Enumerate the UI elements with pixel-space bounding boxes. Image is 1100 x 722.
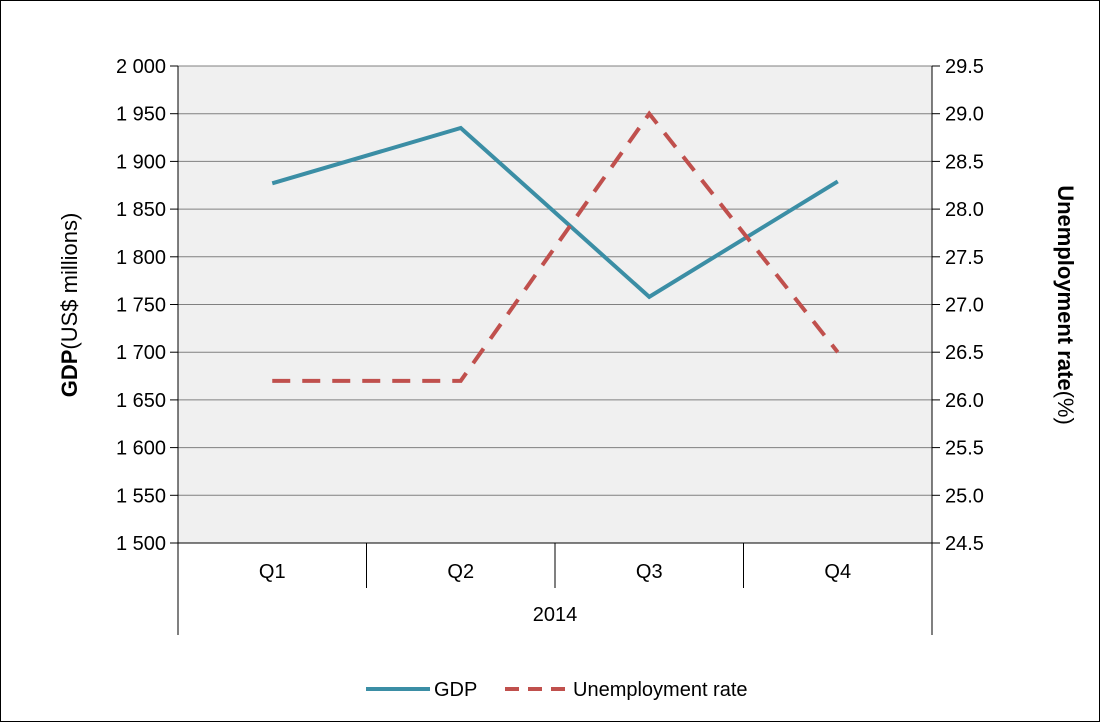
left-tick-label: 1 750	[116, 295, 166, 317]
right-tick-label: 29.0	[945, 104, 984, 126]
axes	[177, 66, 933, 635]
series-lines	[271, 110, 840, 383]
left-tick-label: 1 850	[116, 199, 166, 221]
left-tick-label: 2 000	[116, 56, 166, 78]
group-label: 2014	[533, 604, 578, 626]
right-tick-label: 27.0	[945, 295, 984, 317]
unemployment-rate-line	[272, 110, 840, 383]
category-label: Q1	[259, 561, 286, 583]
right-tick-label: 26.5	[945, 342, 984, 364]
left-tick-label: 1 650	[116, 390, 166, 412]
right-tick-label: 25.0	[945, 485, 984, 507]
right-tick-label: 29.5	[945, 56, 984, 78]
left-tick-label: 1 800	[116, 247, 166, 269]
gdp-line	[271, 125, 839, 300]
left-axis-ticks: 1 500 1 550 1 600 1 650 1 700 1 750 1 800 1 850…	[116, 56, 178, 555]
right-tick-label: 24.5	[945, 533, 984, 555]
category-labels: Q1 Q2 Q3 Q4	[259, 561, 851, 583]
right-tick-label: 28.5	[945, 151, 984, 173]
right-tick-label: 25.5	[945, 438, 984, 460]
left-tick-label: 1 950	[116, 104, 166, 126]
left-tick-label: 1 600	[116, 438, 166, 460]
right-tick-label: 26.0	[945, 390, 984, 412]
category-label: Q2	[447, 561, 474, 583]
right-tick-label: 27.5	[945, 247, 984, 269]
category-label: Q3	[636, 561, 663, 583]
category-label: Q4	[824, 561, 851, 583]
y-axis-left-title: GDP(US$ millions)	[57, 213, 82, 398]
left-tick-label: 1 500	[116, 533, 166, 555]
left-tick-label: 1 550	[116, 485, 166, 507]
legend: GDP Unemployment rate	[366, 679, 748, 701]
legend-gdp-label: GDP	[434, 679, 477, 701]
right-tick-label: 28.0	[945, 199, 984, 221]
left-tick-label: 1 700	[116, 342, 166, 364]
gridlines	[178, 65, 932, 496]
left-tick-label: 1 900	[116, 151, 166, 173]
y-axis-right-title: Unemployment rate(%)	[1053, 185, 1078, 425]
right-axis-ticks: 24.5 25.0 25.5 26.0 26.5 27.0 27.5 28.0 28.5 29.0…	[932, 56, 984, 555]
legend-unemployment-label: Unemployment rate	[573, 679, 748, 701]
